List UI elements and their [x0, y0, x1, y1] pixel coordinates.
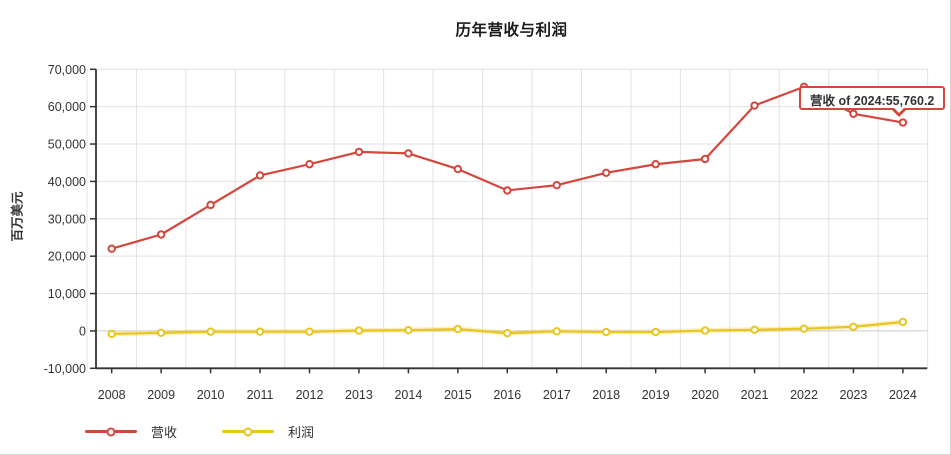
profit-point-2014[interactable]: [404, 325, 413, 335]
y-tick-label: 40,000: [48, 175, 86, 189]
x-tick-label: 2017: [543, 388, 571, 402]
revenue-point-2018[interactable]: [602, 168, 611, 178]
x-tick-label: 2013: [345, 388, 373, 402]
revenue-point-2012[interactable]: [305, 160, 314, 169]
x-tick-label: 2021: [741, 388, 769, 402]
tooltip: 营收 of 2024:55,760.2: [799, 86, 946, 117]
y-tick-label: 30,000: [48, 212, 86, 226]
legend-item-revenue[interactable]: 营收: [85, 422, 177, 441]
x-tick-label: 2024: [889, 388, 917, 402]
profit-point-2019[interactable]: [651, 327, 660, 337]
revenue-point-2024[interactable]: [898, 118, 908, 127]
revenue-point-2013[interactable]: [354, 147, 364, 157]
profit-point-2017[interactable]: [552, 327, 561, 336]
revenue-point-2009[interactable]: [156, 230, 166, 239]
x-tick-label: 2018: [592, 388, 620, 402]
profit-point-2020[interactable]: [700, 326, 710, 335]
profit-point-2015[interactable]: [453, 324, 463, 334]
x-tick-label: 2009: [147, 388, 175, 402]
profit-point-2013[interactable]: [354, 326, 364, 335]
profit-point-2022[interactable]: [799, 324, 809, 333]
y-tick-label: 70,000: [48, 63, 86, 77]
legend-label-revenue: 营收: [151, 425, 178, 440]
profit-point-2008[interactable]: [107, 329, 116, 339]
tooltip-text: 营收 of 2024:55,760.2: [810, 94, 935, 108]
tooltip-pointer-fill: [893, 107, 905, 113]
chart-title: 历年营收与利润: [455, 22, 568, 39]
y-tick-label: 0: [79, 324, 86, 338]
revenue-point-2020[interactable]: [700, 154, 710, 164]
profit-point-2018[interactable]: [602, 327, 611, 337]
revenue-line[interactable]: [111, 85, 904, 250]
x-tick-label: 2011: [247, 388, 274, 402]
x-tick-label: 2015: [444, 388, 472, 402]
revenue-point-2011[interactable]: [255, 171, 265, 180]
y-tick-label: 60,000: [48, 100, 86, 114]
revenue-point-2010[interactable]: [206, 200, 215, 210]
profit-point-2024[interactable]: [898, 317, 908, 327]
x-tick-label: 2014: [394, 388, 422, 402]
revenue-point-2021[interactable]: [750, 101, 759, 110]
revenue-point-2015[interactable]: [453, 164, 463, 174]
legend: 营收 利润: [0, 422, 950, 444]
x-tick-label: 2023: [840, 388, 868, 402]
profit-point-2021[interactable]: [750, 325, 759, 335]
legend-marker-profit-icon: [222, 427, 274, 436]
profit-point-2009[interactable]: [156, 328, 166, 337]
revenue-point-2023[interactable]: [849, 109, 858, 118]
plot-area[interactable]: 70,000 60,000 50,000 40,000 30,000 20,000 10,0…: [0, 0, 951, 420]
revenue-point-2008[interactable]: [107, 244, 116, 253]
x-tick-label: 2020: [691, 388, 719, 402]
x-tick-label: 2010: [197, 388, 225, 402]
revenue-point-2016[interactable]: [503, 186, 512, 195]
y-tick-label: -10,000: [44, 362, 86, 376]
y-tick-label: 20,000: [48, 250, 86, 264]
profit-point-2023[interactable]: [849, 322, 858, 332]
profit-point-2016[interactable]: [503, 328, 512, 338]
y-tick-label: 10,000: [48, 287, 86, 301]
revenue-point-2014[interactable]: [404, 149, 413, 158]
x-tick-label: 2019: [642, 388, 670, 402]
y-tick-label: 50,000: [48, 138, 86, 152]
x-tick-label: 2022: [790, 388, 818, 402]
x-tick-label: 2016: [493, 388, 521, 402]
revenue-point-2017[interactable]: [552, 180, 561, 190]
revenue-point-2019[interactable]: [651, 160, 660, 169]
legend-marker-revenue-icon: [85, 427, 137, 436]
legend-label-profit: 利润: [288, 425, 315, 440]
legend-item-profit[interactable]: 利润: [222, 422, 314, 441]
x-tick-label: 2012: [296, 388, 324, 402]
x-tick-label: 2008: [98, 388, 126, 402]
profit-point-2012[interactable]: [305, 327, 314, 336]
profit-point-2011[interactable]: [255, 327, 265, 336]
profit-point-2010[interactable]: [206, 327, 215, 336]
